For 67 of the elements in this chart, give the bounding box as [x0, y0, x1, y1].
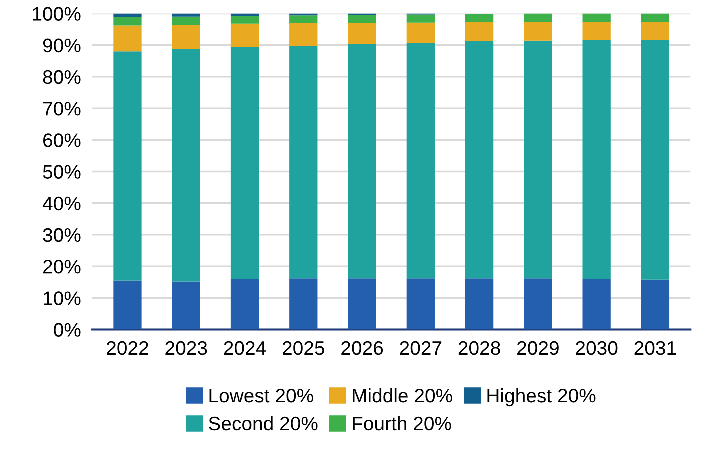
- bar: [582, 40, 611, 280]
- bar: [114, 17, 142, 26]
- bar: [406, 14, 435, 23]
- bar: [230, 24, 260, 48]
- bar: [465, 278, 494, 330]
- bar: [582, 14, 611, 22]
- bar: [172, 49, 200, 282]
- y-tick-label: 60%: [44, 134, 81, 148]
- bar: [172, 25, 200, 50]
- bar: [114, 26, 142, 52]
- y-tick-label: 50%: [43, 165, 81, 179]
- y-tick-label: 90%: [43, 38, 81, 53]
- bar: [172, 282, 200, 330]
- x-tick-label: 2022: [107, 341, 148, 356]
- y-tick-label: 40%: [42, 196, 81, 211]
- y-tick-label: 10%: [44, 292, 81, 306]
- x-tick-label: 2025: [283, 341, 324, 356]
- bar: [290, 24, 318, 46]
- bar: [348, 278, 376, 330]
- x-tick-label: 2029: [518, 341, 559, 356]
- bar: [641, 40, 670, 280]
- y-tick-label: 30%: [43, 228, 81, 242]
- bar: [465, 42, 494, 279]
- bar: [641, 22, 670, 40]
- bar: [172, 16, 200, 26]
- y-tick-label: 0%: [54, 323, 81, 337]
- legend-label: Lowest 20%: [210, 388, 314, 403]
- bar: [348, 44, 376, 279]
- bar: [114, 52, 142, 281]
- x-tick-label: 2031: [634, 341, 676, 356]
- bar: [230, 16, 260, 24]
- bar: [406, 278, 435, 330]
- y-tick-label: 80%: [43, 70, 81, 84]
- legend-label: Highest 20%: [488, 388, 596, 407]
- bar: [114, 280, 142, 330]
- bar: [290, 278, 318, 330]
- bar: [406, 22, 435, 44]
- bar: [524, 278, 552, 330]
- bar: [172, 14, 200, 17]
- bar: [524, 40, 552, 279]
- bar: [582, 279, 611, 330]
- x-tick-label: 2027: [400, 341, 442, 356]
- bar: [465, 22, 494, 42]
- y-tick-label: 70%: [44, 102, 81, 116]
- y-tick-label: 100%: [33, 7, 81, 21]
- bar: [524, 14, 552, 22]
- bar: [641, 280, 670, 330]
- x-tick-label: 2026: [342, 341, 384, 356]
- bar: [465, 14, 494, 22]
- x-tick-label: 2023: [166, 341, 208, 356]
- bar: [290, 16, 318, 24]
- x-tick-label: 2030: [576, 341, 618, 356]
- bar: [406, 43, 435, 279]
- bar: [641, 14, 670, 22]
- legend-label: Second 20%: [209, 416, 318, 431]
- bar: [290, 46, 318, 279]
- bar: [230, 279, 260, 330]
- bar: [348, 15, 376, 24]
- bar: [348, 23, 376, 44]
- legend-label: Fourth 20%: [353, 416, 452, 431]
- x-tick-label: 2028: [458, 341, 500, 356]
- bar: [230, 48, 260, 280]
- y-tick-label: 20%: [44, 260, 81, 274]
- x-tick-label: 2024: [224, 341, 266, 356]
- bar: [582, 22, 611, 40]
- bar: [524, 22, 552, 41]
- legend-label: Middle 20%: [353, 388, 452, 403]
